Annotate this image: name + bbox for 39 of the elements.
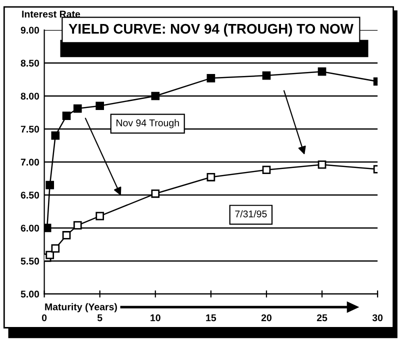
y-tick-label: 8.00: [20, 92, 40, 100]
x-tick-label: 15: [206, 314, 216, 322]
point: [318, 67, 326, 76]
y-tick-label: 6.00: [20, 224, 40, 232]
point: [51, 244, 60, 253]
x-tick-label: 0: [42, 314, 47, 322]
point: [46, 180, 54, 190]
point: [62, 112, 71, 120]
x-tick-label: 25: [316, 314, 328, 322]
y-tick-label: 6.50: [20, 192, 40, 199]
x-tick-label: 20: [261, 314, 272, 322]
point: [262, 71, 271, 80]
point: [73, 221, 82, 230]
x-tick-label: 10: [150, 314, 160, 322]
point: [151, 189, 160, 198]
point: [44, 224, 52, 232]
point: [262, 166, 271, 174]
point: [206, 74, 216, 82]
point: [73, 104, 82, 113]
point: [318, 160, 326, 169]
point: [206, 172, 216, 182]
annotation: 7/31/95: [235, 210, 267, 218]
x-tick-label: 5: [97, 314, 102, 322]
y-tick-label: 9.00: [20, 26, 40, 34]
y-tick-label: 5.50: [20, 258, 40, 265]
point: [151, 92, 160, 100]
point: [96, 102, 104, 110]
point: [51, 131, 60, 140]
annotation: Nov 94 Trough: [116, 119, 179, 128]
chart-title: YIELD CURVE: NOV 94 (TROUGH) TO NOW: [68, 24, 354, 36]
y-tick-label: 7.50: [20, 126, 40, 133]
point: [46, 250, 54, 260]
y-tick-label: 5.00: [20, 290, 40, 298]
x-axis-title: Maturity (Years): [45, 303, 117, 312]
y-tick-label: 8.50: [20, 60, 40, 67]
point: [62, 231, 71, 240]
y-tick-label: 7.00: [20, 158, 40, 166]
x-tick-label: 30: [372, 314, 383, 322]
point: [96, 212, 104, 220]
